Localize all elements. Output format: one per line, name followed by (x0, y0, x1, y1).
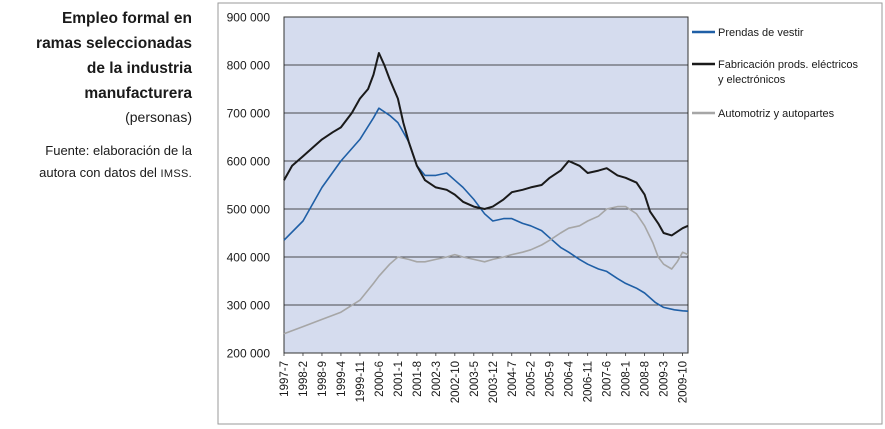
x-tick-label: 2008-1 (621, 361, 633, 397)
chart-title: Empleo formal en ramas seleccionadas de la… (0, 6, 192, 106)
legend-label-2: Automotriz y autopartes (718, 108, 835, 120)
y-tick-label: 200 000 (227, 347, 271, 361)
y-tick-label: 900 000 (227, 11, 271, 25)
source-abbr: IMSS. (160, 168, 192, 180)
x-tick-label: 2008-8 (640, 361, 652, 397)
legend-label-1: y electrónicos (718, 74, 786, 86)
x-tick-label: 2005-9 (545, 361, 557, 397)
x-tick-label: 2001-8 (412, 361, 424, 397)
chart-frame (217, 2, 883, 425)
chart-subtitle: (personas) (125, 109, 192, 125)
x-tick-label: 2005-2 (526, 361, 538, 397)
y-tick-label: 300 000 (227, 299, 271, 313)
series-line-2 (283, 205, 689, 335)
series-line-0 (283, 107, 689, 312)
x-tick-label: 2001-1 (393, 361, 405, 397)
y-tick-label: 600 000 (227, 155, 271, 169)
x-tick-label: 2003-12 (488, 361, 500, 403)
x-tick-label: 1999-4 (336, 360, 348, 396)
x-tick-label: 2009-10 (678, 361, 690, 403)
y-tick-label: 500 000 (227, 203, 271, 217)
x-tick-label: 2009-3 (659, 361, 671, 397)
source-line-2-text: autora con datos del (39, 165, 157, 180)
x-tick-label: 2006-11 (583, 361, 595, 402)
x-tick-label: 2002-10 (450, 361, 462, 403)
chart-title-line: de la industria (86, 60, 192, 77)
source-line-2: autora con datos del IMSS. (0, 162, 192, 185)
x-tick-label: 1998-9 (317, 361, 329, 397)
x-tick-label: 1997-7 (279, 361, 291, 397)
x-tick-label: 2000-6 (374, 361, 386, 397)
x-tick-label: 1998-2 (298, 361, 310, 397)
legend-label-0: Prendas de vestir (718, 27, 804, 39)
chart-title-line: manufacturera (84, 85, 192, 102)
chart-title-line: ramas seleccionadas (36, 35, 192, 52)
source-note: Fuente: elaboración de la autora con dat… (0, 140, 192, 185)
y-tick-label: 700 000 (227, 107, 271, 121)
x-tick-label: 1999-11 (355, 361, 367, 402)
chart-title-line: Empleo formal en (61, 10, 192, 27)
x-tick-label: 2006-4 (564, 360, 576, 396)
series-line-1 (283, 52, 689, 237)
x-tick-label: 2002-3 (431, 361, 443, 397)
y-tick-label: 800 000 (227, 59, 271, 73)
plot-area (283, 16, 689, 354)
side-text: Empleo formal en ramas seleccionadas de la… (0, 6, 192, 185)
y-tick-label: 400 000 (227, 251, 271, 265)
x-tick-label: 2007-6 (602, 361, 614, 397)
x-tick-label: 2003-5 (469, 361, 481, 397)
source-line-1: Fuente: elaboración de la (45, 143, 192, 158)
legend-label-1: Fabricación prods. eléctricos (718, 59, 859, 71)
x-tick-label: 2004-7 (507, 361, 519, 397)
